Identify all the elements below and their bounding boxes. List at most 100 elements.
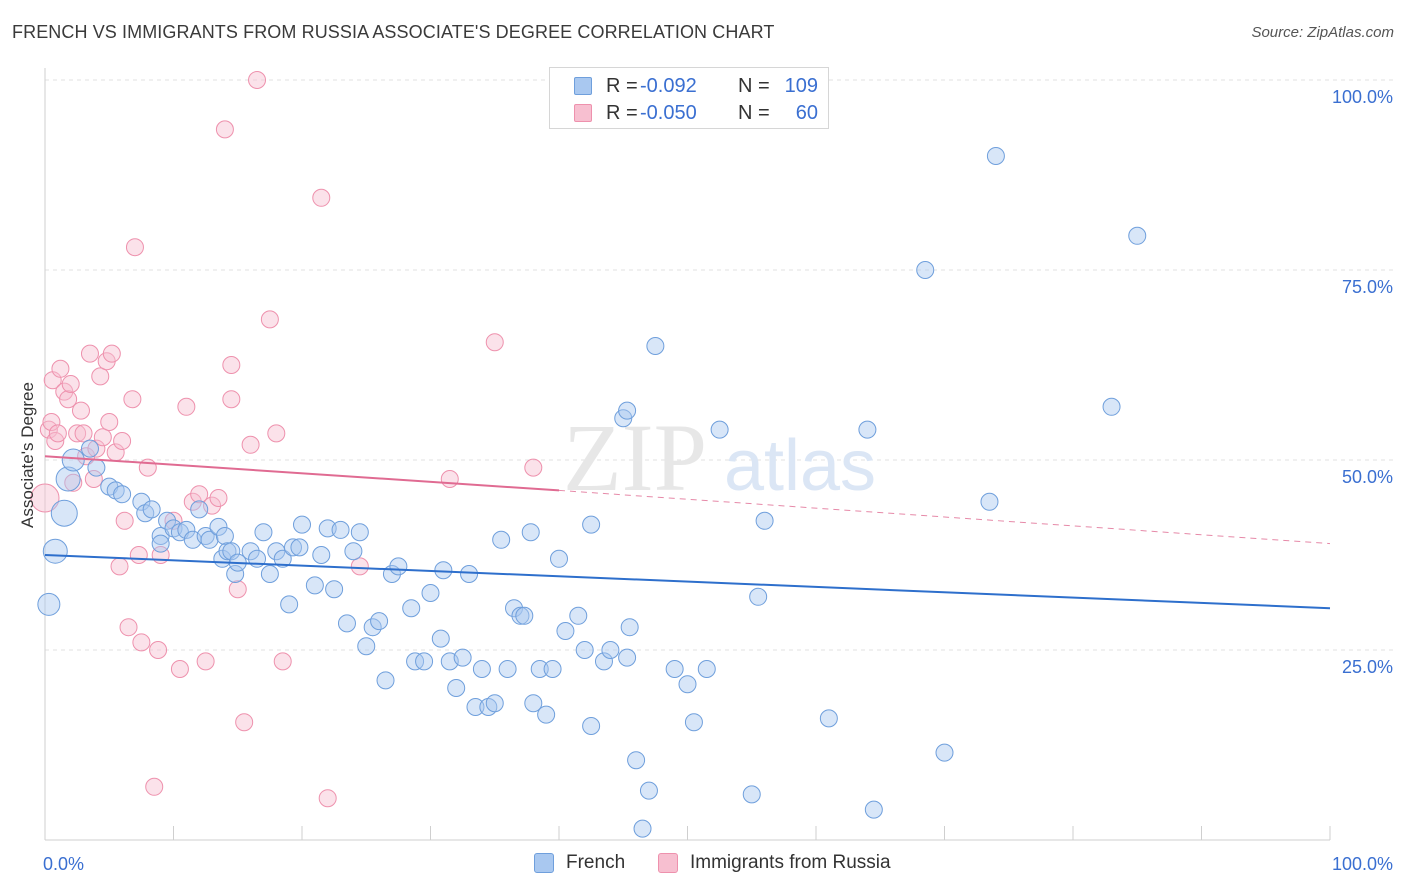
data-point-french — [200, 530, 219, 549]
data-point-french — [209, 517, 228, 536]
data-point-french — [325, 580, 344, 599]
data-point-french — [530, 660, 549, 678]
legend-row-russia: R = -0.050 N = 60 — [574, 101, 818, 125]
x-tick-label: 100.0% — [1332, 854, 1393, 874]
data-point-french — [710, 420, 729, 439]
data-point-french — [627, 751, 646, 770]
data-point-french — [331, 520, 350, 539]
data-point-french — [226, 565, 245, 583]
data-point-french — [280, 595, 299, 614]
data-point-french — [485, 694, 504, 713]
data-point-french — [749, 587, 768, 606]
data-point-russia — [228, 580, 247, 599]
data-point-russia — [241, 435, 260, 454]
legend-row-french: R = -0.092 N = 109 — [574, 74, 818, 98]
data-point-french — [215, 527, 234, 545]
data-point-french — [447, 679, 466, 697]
data-point-french — [1128, 226, 1147, 245]
data-point-french — [222, 542, 241, 561]
data-point-russia — [61, 375, 80, 393]
data-point-french — [646, 337, 665, 355]
tick-labels: 100.0% 75.0% 50.0% 25.0% 0.0% 100.0% — [43, 87, 1393, 874]
data-point-french — [575, 641, 594, 659]
data-point-french — [466, 698, 485, 716]
data-point-russia — [524, 458, 543, 477]
data-point-french — [241, 542, 260, 561]
series-russia-points — [30, 71, 543, 808]
data-point-french — [190, 500, 209, 519]
data-point-russia — [190, 485, 209, 504]
data-point-russia — [59, 390, 78, 409]
data-point-french — [639, 781, 658, 800]
data-point-russia — [440, 470, 459, 488]
correlation-legend: R = -0.092 N = 109 R = -0.050 N = 60 — [549, 67, 829, 129]
data-point-french — [511, 606, 530, 625]
data-point-french — [344, 542, 363, 561]
data-point-russia — [260, 310, 279, 329]
data-point-french — [453, 648, 472, 667]
data-point-russia — [125, 238, 144, 257]
data-point-french — [389, 557, 408, 576]
data-point-french — [556, 622, 575, 640]
data-point-french — [293, 515, 311, 534]
data-point-french — [132, 492, 151, 511]
data-point-french — [819, 709, 838, 728]
legend-item-french[interactable]: French — [534, 852, 625, 874]
data-point-russia — [215, 120, 234, 139]
data-point-russia — [350, 557, 369, 576]
legend-item-russia[interactable]: Immigrants from Russia — [658, 852, 891, 874]
legend-swatch-russia — [574, 104, 592, 122]
y-tick-label: 100.0% — [1332, 87, 1393, 107]
data-point-russia — [74, 424, 93, 443]
data-point-french — [254, 523, 273, 542]
watermark: ZIP atlas — [563, 404, 876, 511]
data-point-french — [370, 612, 389, 631]
data-point-french — [986, 147, 1005, 165]
data-point-french — [151, 534, 170, 553]
data-point-russia — [318, 789, 337, 808]
data-point-french — [87, 458, 106, 477]
watermark-zip: ZIP — [563, 404, 707, 511]
data-point-french — [37, 592, 61, 616]
data-point-russia — [312, 188, 331, 207]
data-point-french — [267, 542, 286, 561]
data-point-russia — [196, 652, 215, 671]
data-point-russia — [145, 777, 164, 796]
data-point-french — [755, 511, 774, 530]
data-point-russia — [119, 618, 138, 637]
data-point-french — [402, 599, 421, 618]
data-point-french — [177, 520, 196, 539]
legend-label-french: French — [566, 852, 626, 873]
data-point-french — [601, 641, 620, 659]
data-point-french — [50, 499, 78, 527]
trend-line-russia — [44, 455, 560, 492]
data-point-russia — [183, 492, 202, 511]
data-point-russia — [51, 359, 70, 378]
data-point-russia — [132, 633, 151, 652]
data-point-french — [80, 439, 99, 458]
data-point-french — [582, 515, 601, 534]
legend-label-russia: Immigrants from Russia — [690, 852, 891, 873]
data-point-russia — [71, 401, 90, 420]
data-point-french — [61, 448, 85, 472]
data-point-french — [273, 549, 292, 568]
data-point-french — [543, 660, 562, 678]
gridlines — [45, 79, 1395, 651]
trend-line-french — [44, 554, 1331, 610]
axes — [44, 68, 1331, 841]
data-point-french — [537, 705, 556, 724]
data-point-russia — [129, 546, 148, 564]
data-point-french — [421, 584, 440, 602]
data-point-russia — [222, 390, 241, 409]
data-point-french — [312, 546, 331, 564]
series-legend: French Immigrants from Russia — [0, 852, 1406, 878]
data-point-french — [569, 606, 588, 625]
y-tick-label: 25.0% — [1342, 657, 1393, 677]
data-point-russia — [209, 489, 228, 507]
legend-r-value: -0.050 — [640, 101, 697, 124]
data-point-french — [916, 261, 935, 279]
data-point-russia — [267, 424, 286, 443]
data-point-french — [620, 618, 639, 637]
legend-n-value: 60 — [795, 101, 818, 124]
data-point-russia — [84, 470, 103, 488]
